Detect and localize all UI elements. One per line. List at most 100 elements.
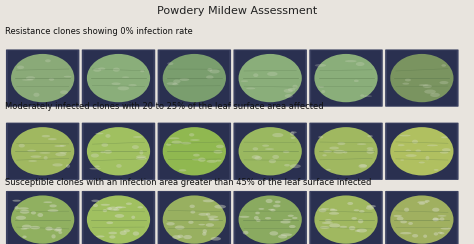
Ellipse shape	[289, 225, 296, 228]
Ellipse shape	[412, 140, 418, 144]
Ellipse shape	[104, 150, 112, 154]
Ellipse shape	[45, 59, 51, 62]
Ellipse shape	[12, 200, 21, 202]
Ellipse shape	[359, 210, 365, 213]
FancyBboxPatch shape	[385, 122, 459, 180]
Ellipse shape	[90, 168, 101, 170]
Ellipse shape	[423, 84, 432, 88]
Ellipse shape	[367, 147, 374, 150]
Ellipse shape	[175, 225, 184, 230]
Ellipse shape	[49, 204, 57, 207]
Ellipse shape	[167, 62, 173, 65]
Ellipse shape	[108, 207, 118, 211]
FancyBboxPatch shape	[8, 123, 77, 179]
Ellipse shape	[173, 80, 181, 83]
Ellipse shape	[255, 156, 262, 160]
Ellipse shape	[33, 93, 39, 97]
Ellipse shape	[292, 217, 298, 219]
Ellipse shape	[326, 169, 331, 171]
Ellipse shape	[408, 222, 413, 225]
Ellipse shape	[136, 157, 147, 160]
Ellipse shape	[52, 163, 63, 166]
Ellipse shape	[115, 214, 124, 218]
Ellipse shape	[339, 226, 347, 228]
Ellipse shape	[137, 206, 143, 208]
FancyBboxPatch shape	[6, 191, 80, 244]
Ellipse shape	[440, 232, 445, 234]
Ellipse shape	[166, 143, 171, 146]
FancyBboxPatch shape	[385, 191, 459, 244]
Ellipse shape	[172, 83, 179, 85]
Ellipse shape	[238, 127, 302, 175]
Ellipse shape	[283, 89, 293, 93]
Ellipse shape	[363, 95, 372, 97]
Ellipse shape	[288, 88, 295, 92]
Ellipse shape	[322, 154, 327, 156]
Ellipse shape	[113, 209, 119, 211]
Ellipse shape	[202, 232, 206, 236]
Ellipse shape	[46, 228, 57, 230]
Ellipse shape	[191, 211, 195, 214]
Ellipse shape	[103, 209, 107, 212]
Ellipse shape	[347, 202, 353, 205]
Ellipse shape	[318, 86, 324, 88]
Ellipse shape	[400, 135, 410, 136]
Ellipse shape	[183, 235, 192, 239]
Ellipse shape	[20, 210, 29, 214]
Ellipse shape	[124, 229, 130, 232]
Ellipse shape	[357, 143, 366, 145]
Ellipse shape	[54, 229, 62, 232]
Ellipse shape	[26, 76, 35, 80]
Ellipse shape	[133, 136, 143, 138]
Ellipse shape	[30, 155, 41, 158]
Ellipse shape	[314, 127, 378, 175]
Ellipse shape	[415, 150, 421, 152]
Ellipse shape	[273, 204, 281, 207]
Ellipse shape	[209, 219, 219, 221]
Ellipse shape	[11, 127, 74, 175]
Ellipse shape	[439, 81, 448, 84]
Ellipse shape	[419, 202, 425, 205]
Ellipse shape	[330, 208, 335, 210]
Ellipse shape	[116, 207, 122, 208]
Ellipse shape	[188, 221, 193, 224]
Ellipse shape	[262, 144, 269, 147]
Ellipse shape	[96, 235, 105, 237]
Ellipse shape	[398, 144, 405, 146]
Ellipse shape	[360, 94, 364, 97]
Ellipse shape	[139, 150, 143, 155]
Ellipse shape	[256, 219, 261, 222]
Ellipse shape	[390, 54, 454, 102]
Ellipse shape	[30, 226, 40, 229]
Ellipse shape	[107, 207, 112, 210]
Ellipse shape	[291, 131, 297, 133]
FancyBboxPatch shape	[387, 123, 456, 179]
Ellipse shape	[100, 151, 105, 153]
FancyBboxPatch shape	[385, 49, 459, 107]
Ellipse shape	[356, 62, 365, 66]
Ellipse shape	[397, 217, 403, 221]
Ellipse shape	[258, 208, 264, 210]
Ellipse shape	[66, 164, 70, 168]
FancyBboxPatch shape	[309, 122, 383, 180]
Ellipse shape	[168, 137, 180, 139]
Ellipse shape	[181, 142, 191, 144]
Ellipse shape	[400, 220, 407, 223]
Ellipse shape	[199, 213, 208, 216]
Ellipse shape	[343, 151, 347, 153]
Ellipse shape	[434, 232, 438, 235]
Ellipse shape	[314, 54, 378, 102]
Ellipse shape	[438, 232, 442, 234]
Ellipse shape	[255, 212, 260, 214]
FancyBboxPatch shape	[233, 191, 307, 244]
Ellipse shape	[60, 90, 68, 94]
Ellipse shape	[101, 143, 108, 147]
Ellipse shape	[163, 195, 226, 244]
FancyBboxPatch shape	[311, 192, 381, 244]
Ellipse shape	[172, 235, 181, 239]
FancyBboxPatch shape	[157, 122, 231, 180]
Ellipse shape	[189, 133, 194, 136]
Ellipse shape	[95, 133, 103, 134]
Ellipse shape	[42, 135, 50, 137]
Ellipse shape	[402, 83, 409, 85]
